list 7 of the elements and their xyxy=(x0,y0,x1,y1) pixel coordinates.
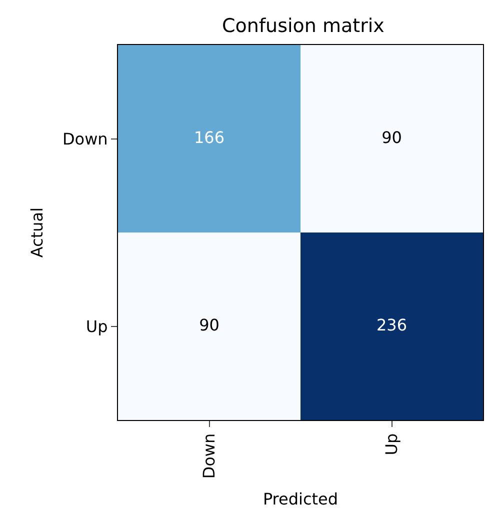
chart-title: Confusion matrix xyxy=(222,14,384,37)
data-label: 236 xyxy=(376,315,408,334)
x-axis-title: Predicted xyxy=(262,489,338,508)
data-label: 90 xyxy=(199,315,220,334)
y-axis-title: Actual xyxy=(27,207,46,258)
data-label: 90 xyxy=(382,128,402,147)
data-label: 166 xyxy=(194,128,225,147)
